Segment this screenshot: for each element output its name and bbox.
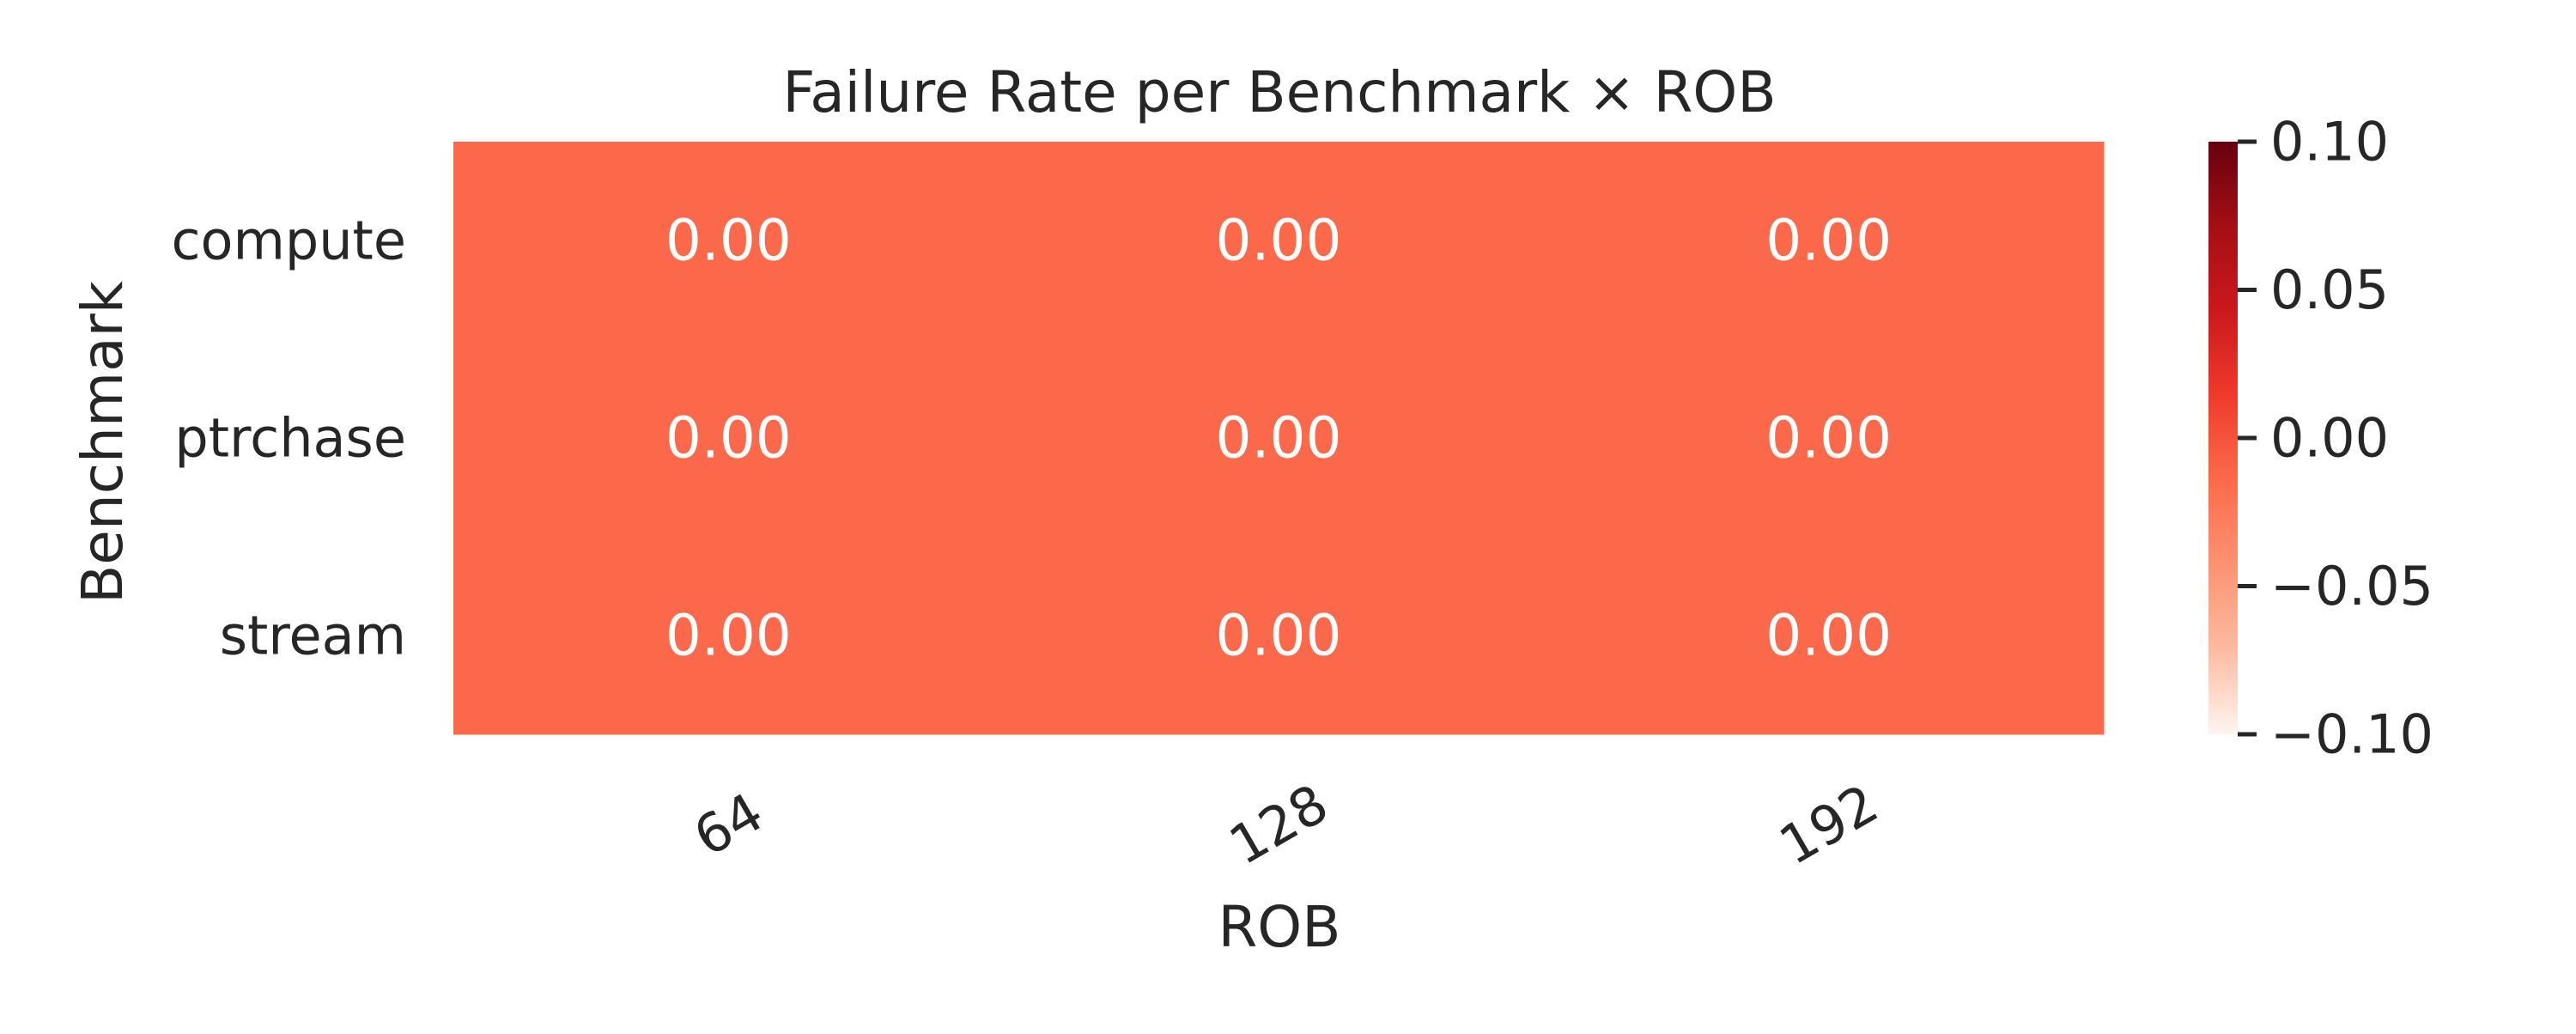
x-tick-label-192: 192: [1769, 772, 1888, 877]
cell-value-label: 0.00: [1216, 208, 1342, 274]
cell-value-label: 0.00: [665, 208, 792, 274]
heatmap-cell-ptrchase-192: [1553, 339, 2105, 538]
y-tick-label-stream: stream: [220, 605, 406, 667]
colorbar-tick-label: −0.10: [2270, 703, 2433, 766]
colorbar-tick-label: 0.10: [2270, 111, 2389, 173]
cell-value-label: 0.00: [1765, 603, 1892, 669]
cell-value-label: 0.00: [665, 603, 792, 669]
cell-value-label: 0.00: [1216, 405, 1342, 471]
x-tick-label-128: 128: [1219, 772, 1339, 877]
cell-value-label: 0.00: [1765, 208, 1892, 274]
heatmap-cell-labels: 0.00 0.00 0.00 0.00 0.00 0.00 0.00 0.00 0.00: [665, 208, 1892, 669]
x-tick-labels: 64 128 192: [683, 772, 1888, 877]
heatmap-cell-stream-128: [1003, 537, 1554, 735]
colorbar: [2208, 142, 2238, 734]
chart-title: Failure Rate per Benchmark × ROB: [782, 59, 1776, 125]
colorbar-tick-label: 0.05: [2270, 258, 2389, 321]
heatmap-cells: [453, 142, 2105, 735]
cell-value-label: 0.00: [1765, 405, 1892, 471]
x-axis-label: ROB: [1218, 894, 1340, 960]
y-axis-label: Benchmark: [70, 280, 136, 604]
y-tick-label-compute: compute: [171, 210, 406, 272]
colorbar-ticks: 0.10 0.05 0.00 −0.05 −0.10: [2238, 111, 2433, 766]
heatmap-cell-stream-192: [1553, 537, 2105, 735]
cell-value-label: 0.00: [665, 405, 792, 471]
heatmap-cell-stream-64: [453, 537, 1005, 735]
heatmap-cell-compute-128: [1003, 142, 1554, 340]
colorbar-tick-label: 0.00: [2270, 407, 2389, 470]
heatmap-cell-ptrchase-64: [453, 339, 1005, 538]
cell-value-label: 0.00: [1216, 603, 1342, 669]
heatmap-cell-ptrchase-128: [1003, 339, 1554, 538]
heatmap-cell-compute-192: [1553, 142, 2105, 340]
y-tick-labels: compute ptrchase stream: [171, 210, 406, 667]
colorbar-tick-label: −0.05: [2270, 555, 2433, 617]
x-tick-label-64: 64: [683, 781, 774, 869]
heatmap-cell-compute-64: [453, 142, 1005, 340]
y-tick-label-ptrchase: ptrchase: [174, 407, 406, 470]
